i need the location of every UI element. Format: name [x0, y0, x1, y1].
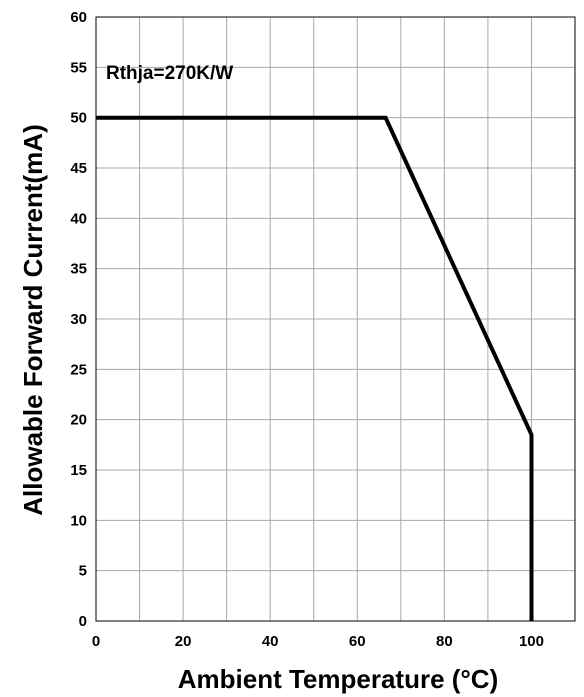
x-tick-label: 0 [92, 633, 100, 650]
y-tick-label: 30 [70, 311, 87, 328]
x-tick-label: 40 [262, 633, 279, 650]
y-tick-label: 45 [70, 160, 87, 177]
x-tick-label: 80 [436, 633, 453, 650]
y-tick-label: 0 [79, 613, 87, 630]
rthja-annotation: Rthja=270K/W [106, 63, 233, 84]
y-tick-label: 55 [70, 59, 87, 76]
derating-curve [96, 115, 534, 621]
grid [96, 17, 575, 621]
y-tick-labels: 0 5 10 15 20 25 30 35 40 45 50 55 60 [70, 9, 87, 630]
y-tick-label: 5 [79, 563, 87, 580]
y-tick-label: 35 [70, 261, 87, 278]
y-tick-label: 40 [70, 210, 87, 227]
x-tick-labels: 0 20 40 60 80 100 [92, 633, 544, 650]
x-tick-label: 20 [175, 633, 192, 650]
plot-frame [95, 16, 576, 622]
x-tick-label: 60 [349, 633, 366, 650]
y-tick-label: 15 [70, 462, 87, 479]
x-axis-title: Ambient Temperature (°C) [178, 664, 499, 694]
x-tick-label: 100 [519, 633, 544, 650]
y-tick-label: 20 [70, 412, 87, 429]
y-axis-title: Allowable Forward Current(mA) [18, 124, 48, 515]
y-tick-label: 10 [70, 512, 87, 529]
y-tick-label: 60 [70, 9, 87, 26]
y-tick-label: 25 [70, 361, 87, 378]
y-tick-label: 50 [70, 110, 87, 127]
